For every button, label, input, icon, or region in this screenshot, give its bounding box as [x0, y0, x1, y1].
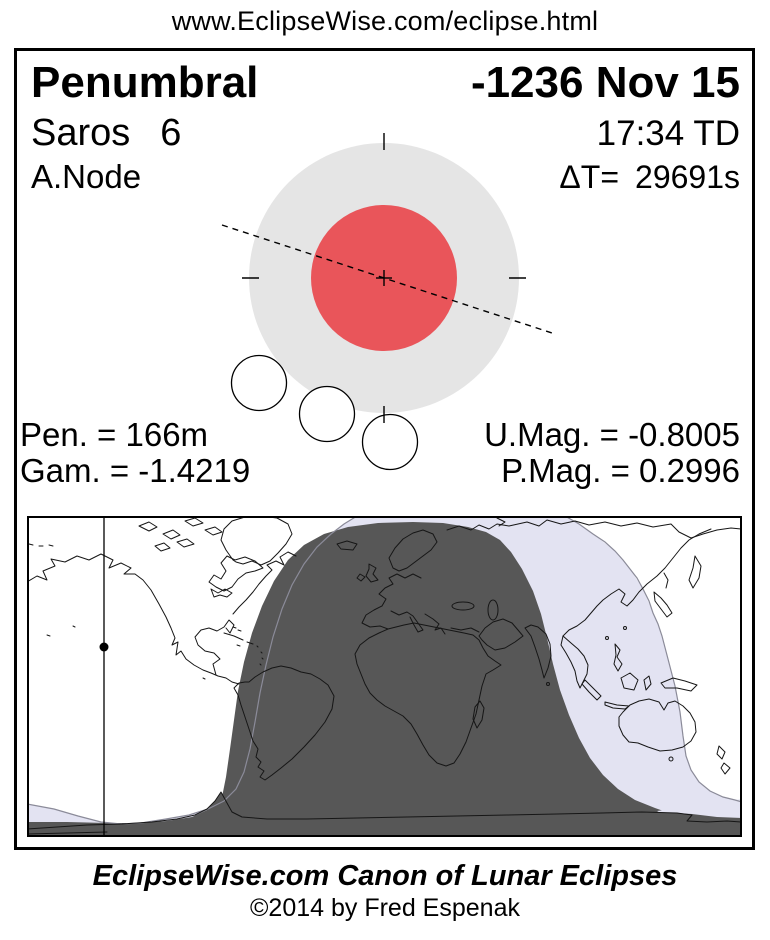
coastline-caspian-sea: [487, 599, 499, 621]
coastline-black-sea: [451, 601, 475, 611]
coastline-scandinavia: [388, 529, 438, 572]
coastline-kamchatka: [688, 555, 702, 589]
eclipse-type-title: Penumbral: [31, 58, 259, 107]
coastline-new-zealand: [716, 745, 731, 775]
coastline-south-america: [233, 665, 335, 781]
eclipse-geometry-diagram: [221, 133, 553, 471]
coastline-australia: [618, 698, 697, 752]
greatest-eclipse-time: 17:34 TD: [596, 114, 740, 153]
eclipse-date: -1236 Nov 15: [470, 58, 740, 107]
coastline-arabia: [478, 618, 524, 651]
coastline-sakhalin: [663, 572, 669, 589]
canon-title: EclipseWise.com Canon of Lunar Eclipses: [92, 860, 678, 892]
visibility-world-map: [27, 516, 742, 837]
night-shadow-region: [218, 522, 672, 837]
coastline-aleutians: [28, 543, 54, 547]
coastline-philippines: [613, 643, 623, 672]
node-label: A.Node: [31, 158, 142, 195]
coastline-indochina: [560, 635, 589, 689]
coastline-africa: [354, 622, 502, 767]
coastline-arctic-islands: [138, 517, 223, 552]
coastline-hainan: [605, 636, 609, 640]
coastline-japan: [653, 591, 673, 618]
coastline-north-america-west: [27, 553, 240, 685]
stat-penumbral-magnitude: P.Mag. = 0.2996: [501, 452, 740, 489]
coastline-east-asia: [562, 528, 712, 637]
coastline-great-lakes: [210, 588, 233, 598]
url-header: www.EclipseWise.com/eclipse.html: [171, 6, 599, 36]
delta-t-label: ΔT=: [559, 159, 620, 195]
main-frame: [14, 48, 755, 850]
saros-label: Saros: [31, 112, 131, 154]
map-border: [27, 516, 742, 837]
stat-penumbral-duration: Pen. = 166m: [20, 416, 209, 453]
coastline-pacific-islets: [46, 625, 206, 680]
night-shadow-antarctic-strip: [27, 792, 742, 837]
coastline-british-isles: [356, 563, 379, 583]
stat-gamma: Gam. = -1.4219: [20, 452, 251, 489]
coastline-india: [524, 624, 552, 679]
delta-t-value: 29691s: [635, 159, 740, 195]
moon-position-3: [361, 413, 419, 471]
coastline-iceland: [336, 540, 358, 551]
coastline-taiwan: [623, 626, 627, 630]
saros-row: Saros 6: [31, 112, 181, 155]
coastline-madagascar: [472, 700, 485, 729]
coastline-greenland: [220, 516, 293, 566]
shadow-axis-cross: [376, 270, 392, 286]
coastline-europe: [361, 573, 480, 635]
coastlines: [27, 516, 742, 835]
twilight-wedge-southeast: [657, 799, 742, 817]
coastline-hudson-bay: [208, 555, 264, 592]
coastline-indonesia: [581, 672, 698, 710]
moon-path-line: [221, 224, 553, 334]
coastline-tasmania: [668, 756, 674, 762]
zenith-point: [99, 642, 109, 652]
stat-umbral-magnitude: U.Mag. = -0.8005: [484, 416, 740, 453]
coastline-antarctica: [27, 791, 742, 835]
copyright-line: ©2014 by Fred Espenak: [250, 894, 520, 922]
coastline-sri-lanka: [546, 682, 550, 686]
saros-number: 6: [160, 112, 182, 154]
coastline-north-america-east: [194, 551, 297, 676]
delta-t-row: ΔT= 29691s: [559, 159, 740, 196]
coastline-caribbean: [223, 626, 264, 666]
moon-position-1: [230, 354, 288, 412]
moon-position-2: [298, 385, 356, 443]
